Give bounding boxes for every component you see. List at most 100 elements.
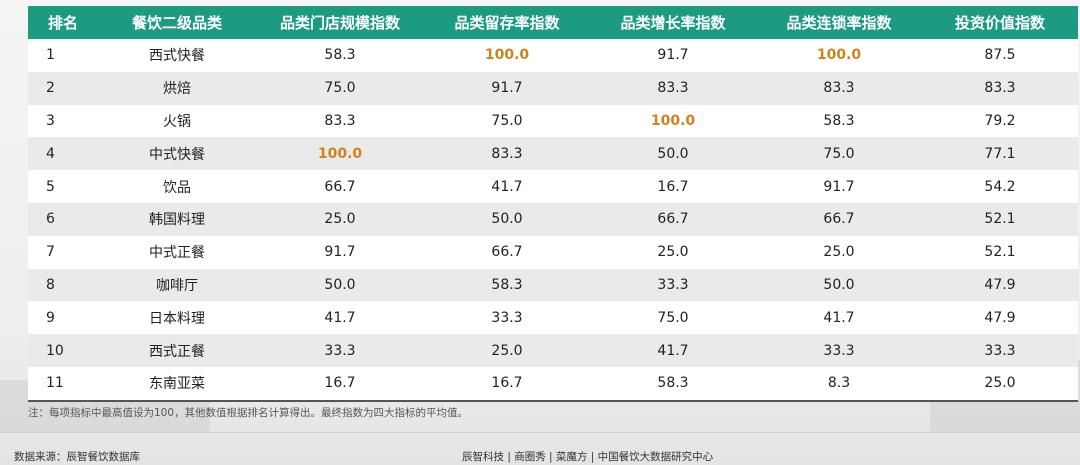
rank-cell: 5 xyxy=(28,170,98,203)
table-row: 10 西式正餐 33.3 25.0 41.7 33.3 33.3 xyxy=(28,334,1078,367)
value-cell: 16.7 xyxy=(424,366,590,401)
value-cell: 83.3 xyxy=(922,71,1078,105)
value-cell: 58.3 xyxy=(590,366,756,401)
column-header: 品类增长率指数 xyxy=(590,6,756,39)
value-cell: 100.0 xyxy=(424,39,590,72)
category-cell: 日本料理 xyxy=(98,301,256,335)
category-cell: 饮品 xyxy=(98,170,256,203)
footnote: 注：每项指标中最高值设为100，其他数值根据排名计算得出。最终指数为四大指标的平… xyxy=(28,407,469,419)
value-cell: 41.7 xyxy=(256,301,424,335)
table-row: 3 火锅 83.3 75.0 100.0 58.3 79.2 xyxy=(28,104,1078,138)
table-row: 11 东南亚菜 16.7 16.7 58.3 8.3 25.0 xyxy=(28,366,1078,401)
footer-divider xyxy=(0,432,1080,433)
value-cell: 8.3 xyxy=(756,366,922,401)
table-row: 1 西式快餐 58.3 100.0 91.7 100.0 87.5 xyxy=(28,39,1078,72)
value-cell: 83.3 xyxy=(256,104,424,138)
rank-cell: 9 xyxy=(28,301,98,335)
value-cell: 66.7 xyxy=(590,202,756,236)
value-cell: 91.7 xyxy=(424,71,590,105)
value-cell: 50.0 xyxy=(256,268,424,302)
value-cell: 50.0 xyxy=(590,137,756,171)
value-cell: 50.0 xyxy=(424,202,590,236)
value-cell: 33.3 xyxy=(256,334,424,367)
column-header: 品类留存率指数 xyxy=(424,6,590,39)
value-cell: 91.7 xyxy=(256,235,424,269)
rank-cell: 6 xyxy=(28,202,98,236)
value-cell: 25.0 xyxy=(424,334,590,367)
column-header: 品类连锁率指数 xyxy=(756,6,922,39)
rank-cell: 8 xyxy=(28,268,98,302)
value-cell: 50.0 xyxy=(756,268,922,302)
value-cell: 52.1 xyxy=(922,235,1078,269)
table-row: 4 中式快餐 100.0 83.3 50.0 75.0 77.1 xyxy=(28,137,1078,171)
value-cell: 41.7 xyxy=(756,301,922,335)
value-cell: 75.0 xyxy=(424,104,590,138)
value-cell: 91.7 xyxy=(756,170,922,203)
value-cell: 58.3 xyxy=(756,104,922,138)
value-cell: 75.0 xyxy=(756,137,922,171)
value-cell: 75.0 xyxy=(590,301,756,335)
rank-cell: 3 xyxy=(28,104,98,138)
value-cell: 100.0 xyxy=(256,137,424,171)
table-row: 2 烘焙 75.0 91.7 83.3 83.3 83.3 xyxy=(28,71,1078,105)
value-cell: 83.3 xyxy=(756,71,922,105)
value-cell: 75.0 xyxy=(256,71,424,105)
category-cell: 韩国料理 xyxy=(98,202,256,236)
value-cell: 25.0 xyxy=(756,235,922,269)
table-body: 1 西式快餐 58.3 100.0 91.7 100.0 87.5 2 烘焙 75.0 91.7 83… xyxy=(28,39,1078,401)
index-table-container: 排名 餐饮二级品类 品类门店规模指数 品类留存率指数 品类增长率指数 品类连锁率指数 投资价… xyxy=(28,6,1078,402)
value-cell: 41.7 xyxy=(424,170,590,203)
column-header: 排名 xyxy=(28,6,98,39)
column-header: 投资价值指数 xyxy=(922,6,1078,39)
category-cell: 火锅 xyxy=(98,104,256,138)
rank-cell: 10 xyxy=(28,334,98,367)
index-table: 排名 餐饮二级品类 品类门店规模指数 品类留存率指数 品类增长率指数 品类连锁率指数 投资价… xyxy=(28,6,1078,402)
value-cell: 33.3 xyxy=(922,334,1078,367)
value-cell: 66.7 xyxy=(756,202,922,236)
table-header-row: 排名 餐饮二级品类 品类门店规模指数 品类留存率指数 品类增长率指数 品类连锁率指数 投资价… xyxy=(28,6,1078,39)
value-cell: 16.7 xyxy=(590,170,756,203)
column-header: 品类门店规模指数 xyxy=(256,6,424,39)
value-cell: 52.1 xyxy=(922,202,1078,236)
value-cell: 83.3 xyxy=(590,71,756,105)
value-cell: 25.0 xyxy=(256,202,424,236)
rank-cell: 1 xyxy=(28,39,98,72)
value-cell: 100.0 xyxy=(590,104,756,138)
value-cell: 87.5 xyxy=(922,39,1078,72)
value-cell: 100.0 xyxy=(756,39,922,72)
value-cell: 54.2 xyxy=(922,170,1078,203)
value-cell: 58.3 xyxy=(424,268,590,302)
data-source: 数据来源：辰智餐饮数据库 xyxy=(14,451,140,463)
table-row: 8 咖啡厅 50.0 58.3 33.3 50.0 47.9 xyxy=(28,268,1078,302)
rank-cell: 4 xyxy=(28,137,98,171)
value-cell: 91.7 xyxy=(590,39,756,72)
category-cell: 中式正餐 xyxy=(98,235,256,269)
category-cell: 东南亚菜 xyxy=(98,366,256,401)
table-row: 6 韩国料理 25.0 50.0 66.7 66.7 52.1 xyxy=(28,202,1078,236)
rank-cell: 11 xyxy=(28,366,98,401)
value-cell: 47.9 xyxy=(922,268,1078,302)
value-cell: 25.0 xyxy=(590,235,756,269)
table-row: 9 日本料理 41.7 33.3 75.0 41.7 47.9 xyxy=(28,301,1078,335)
value-cell: 33.3 xyxy=(590,268,756,302)
rank-cell: 2 xyxy=(28,71,98,105)
value-cell: 47.9 xyxy=(922,301,1078,335)
partner-list: 辰智科技 | 商圈秀 | 菜魔方 | 中国餐饮大数据研究中心 xyxy=(462,451,714,463)
category-cell: 咖啡厅 xyxy=(98,268,256,302)
table-row: 5 饮品 66.7 41.7 16.7 91.7 54.2 xyxy=(28,170,1078,203)
value-cell: 58.3 xyxy=(256,39,424,72)
value-cell: 79.2 xyxy=(922,104,1078,138)
value-cell: 33.3 xyxy=(756,334,922,367)
category-cell: 烘焙 xyxy=(98,71,256,105)
value-cell: 66.7 xyxy=(256,170,424,203)
category-cell: 西式正餐 xyxy=(98,334,256,367)
category-cell: 西式快餐 xyxy=(98,39,256,72)
category-cell: 中式快餐 xyxy=(98,137,256,171)
value-cell: 25.0 xyxy=(922,366,1078,401)
value-cell: 83.3 xyxy=(424,137,590,171)
value-cell: 16.7 xyxy=(256,366,424,401)
rank-cell: 7 xyxy=(28,235,98,269)
value-cell: 77.1 xyxy=(922,137,1078,171)
value-cell: 41.7 xyxy=(590,334,756,367)
table-row: 7 中式正餐 91.7 66.7 25.0 25.0 52.1 xyxy=(28,235,1078,269)
